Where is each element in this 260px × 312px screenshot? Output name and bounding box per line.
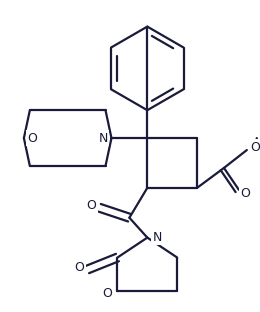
Text: O: O: [75, 261, 84, 274]
Text: O: O: [250, 140, 260, 154]
Text: O: O: [87, 199, 96, 212]
Text: O: O: [27, 132, 37, 144]
Text: N: N: [153, 231, 162, 244]
Text: O: O: [240, 187, 250, 200]
Text: N: N: [99, 132, 108, 144]
Text: O: O: [102, 287, 112, 300]
